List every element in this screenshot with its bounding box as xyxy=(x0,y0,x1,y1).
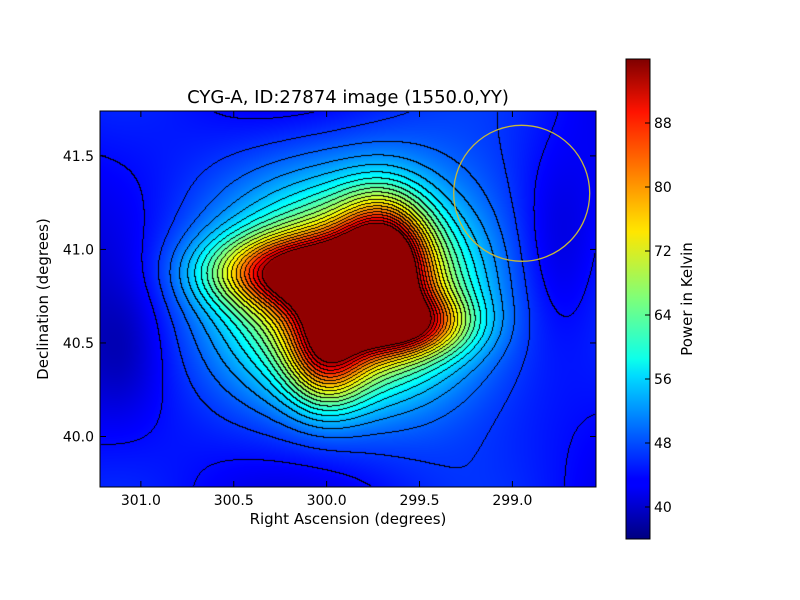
colorbar-tick-label: 40 xyxy=(654,500,672,516)
colorbar-tick-label: 88 xyxy=(654,116,672,132)
x-axis-label: Right Ascension (degrees) xyxy=(250,510,447,528)
plot-area xyxy=(99,110,597,488)
x-tick-label: 299.5 xyxy=(399,493,439,509)
x-tick-label: 300.5 xyxy=(214,493,254,509)
x-tick-label: 299.0 xyxy=(492,493,532,509)
x-tick-label: 301.0 xyxy=(121,493,161,509)
colorbar-tick-label: 80 xyxy=(654,180,672,196)
y-axis-ticks: 40.0 40.5 41.0 41.5 xyxy=(63,149,596,445)
colorbar-gradient xyxy=(625,58,651,540)
colorbar-tick-label: 64 xyxy=(654,308,672,324)
y-tick-label: 41.0 xyxy=(63,242,94,258)
colorbar-tick-label: 56 xyxy=(654,372,672,388)
chart-title: CYG-A, ID:27874 image (1550.0,YY) xyxy=(187,87,509,108)
x-axis-ticks: 301.0 300.5 300.0 299.5 299.0 xyxy=(121,111,532,509)
colorbar: 40 48 56 64 72 80 88 Power in Kelvin xyxy=(625,58,696,540)
y-tick-label: 40.5 xyxy=(63,336,94,352)
heatmap-image xyxy=(100,111,596,487)
y-tick-label: 41.5 xyxy=(63,149,94,165)
plot-frame xyxy=(99,110,597,488)
colorbar-ticks: 40 48 56 64 72 80 88 xyxy=(645,116,672,516)
x-tick-label: 300.0 xyxy=(307,493,347,509)
y-axis-label: Declination (degrees) xyxy=(34,218,52,380)
colorbar-tick-label: 48 xyxy=(654,436,672,452)
colorbar-label: Power in Kelvin xyxy=(678,242,696,356)
source-marker-circle xyxy=(453,124,591,262)
colorbar-tick-label: 72 xyxy=(654,244,672,260)
y-tick-label: 40.0 xyxy=(63,429,94,445)
